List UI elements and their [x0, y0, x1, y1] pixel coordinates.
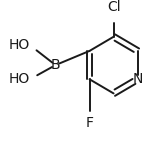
Text: N: N — [133, 72, 143, 86]
Text: Cl: Cl — [107, 0, 120, 14]
Text: B: B — [51, 58, 60, 72]
Text: HO: HO — [9, 38, 30, 52]
Text: F: F — [85, 116, 94, 130]
Text: HO: HO — [9, 72, 30, 86]
